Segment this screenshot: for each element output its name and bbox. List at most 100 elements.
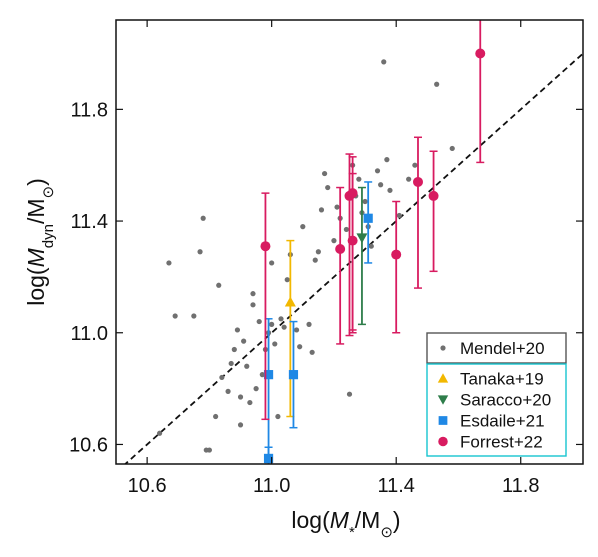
x-tick-label: 11.0 <box>253 475 290 497</box>
data-point <box>225 388 231 394</box>
series-mendel-20 <box>156 59 455 453</box>
data-point <box>263 370 274 380</box>
data-point <box>434 81 440 87</box>
data-point <box>256 318 262 325</box>
data-point <box>284 277 290 283</box>
data-point <box>374 168 381 174</box>
data-point <box>306 321 312 327</box>
data-point <box>362 198 368 205</box>
data-point <box>237 394 244 400</box>
data-point <box>347 188 358 199</box>
y-tick-label: 10.6 <box>69 434 108 456</box>
data-point <box>293 327 300 333</box>
legend-label: Forrest+22 <box>460 433 543 452</box>
data-point <box>269 321 275 327</box>
data-point <box>297 344 303 350</box>
data-point <box>172 313 178 319</box>
data-point <box>343 226 349 233</box>
data-point <box>259 372 265 378</box>
data-point <box>288 370 299 380</box>
data-point <box>391 249 402 260</box>
data-point <box>278 316 284 322</box>
legend-box-1-frame <box>426 332 567 364</box>
y-tick-label: 11.4 <box>71 211 108 233</box>
data-point <box>300 224 306 230</box>
data-point <box>356 176 362 182</box>
data-point <box>200 215 206 221</box>
series-esdaile-21 <box>263 181 373 464</box>
data-point <box>309 349 315 355</box>
series-saracco-20 <box>356 186 368 326</box>
data-point <box>412 162 418 168</box>
data-point <box>166 260 172 266</box>
data-point <box>247 399 253 406</box>
data-point <box>384 157 390 163</box>
data-point <box>475 48 486 59</box>
data-point <box>219 374 225 381</box>
data-point <box>318 207 325 213</box>
data-point <box>191 313 197 319</box>
data-point <box>346 391 353 397</box>
data-point <box>335 243 346 254</box>
legend-box-1: Mendel+20 <box>426 332 567 364</box>
data-point <box>321 170 328 177</box>
legend-marker <box>438 436 448 447</box>
data-point <box>156 430 163 436</box>
data-point <box>260 241 271 252</box>
x-tick-label: 11.8 <box>502 475 539 497</box>
legend-marker <box>437 395 449 405</box>
data-point <box>250 302 256 308</box>
series-forrest-22 <box>260 20 486 421</box>
data-point <box>284 296 296 307</box>
legend-box-2: Tanaka+19 Saracco+20 Esdaile+21 Forrest+22 <box>426 363 567 457</box>
legend-label: Tanaka+19 <box>460 370 544 389</box>
data-point <box>269 260 275 266</box>
data-point <box>396 212 402 219</box>
data-point <box>449 145 455 152</box>
data-point <box>331 238 337 244</box>
data-point <box>272 341 278 347</box>
data-point <box>237 422 244 428</box>
legend-label: Mendel+20 <box>460 339 545 358</box>
y-tick-label: 11.8 <box>71 99 108 121</box>
data-point <box>241 338 247 344</box>
data-point <box>428 190 439 201</box>
data-point <box>228 360 234 367</box>
data-point <box>312 257 318 263</box>
data-point <box>253 386 259 392</box>
data-point <box>197 249 203 255</box>
data-point <box>213 413 219 420</box>
legend-marker <box>438 416 448 425</box>
data-point <box>216 282 222 288</box>
plot-frame <box>115 19 584 465</box>
data-point <box>412 176 423 187</box>
data-point <box>234 327 241 333</box>
data-point <box>275 413 281 420</box>
data-point <box>263 453 274 464</box>
data-point <box>363 213 373 223</box>
data-point <box>334 204 340 210</box>
y-axis-label: log(Mdyn/M⊙) <box>23 178 57 306</box>
one-to-one-line <box>123 52 583 464</box>
data-point <box>381 59 387 65</box>
data-point <box>281 324 287 330</box>
legend-label: Esdaile+21 <box>460 412 545 431</box>
data-point <box>315 249 321 255</box>
x-tick-label: 10.6 <box>128 475 167 497</box>
x-tick-label: 11.4 <box>377 475 414 497</box>
data-point <box>231 346 237 353</box>
legend-box-2-frame <box>426 363 567 457</box>
data-point <box>206 447 212 453</box>
data-point <box>387 187 393 193</box>
data-point <box>406 176 412 182</box>
x-axis-label: log(M*/M⊙) <box>291 507 400 541</box>
data-point <box>356 233 368 244</box>
data-point <box>368 243 374 249</box>
data-point <box>378 182 384 188</box>
data-point <box>325 184 331 191</box>
data-point <box>250 291 256 297</box>
legend-marker <box>437 373 449 383</box>
y-tick-label: 11.0 <box>71 323 108 345</box>
